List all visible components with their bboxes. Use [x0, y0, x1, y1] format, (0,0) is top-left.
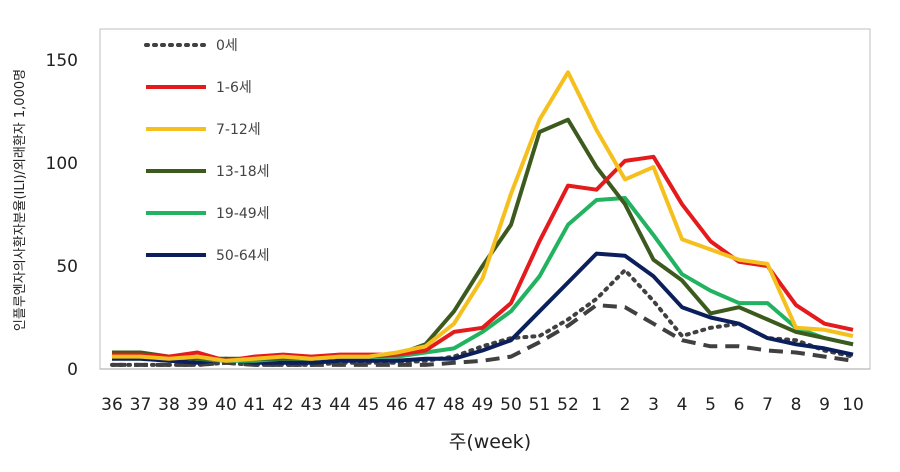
legend-entry-label: 19-49세	[216, 206, 270, 222]
y-tick-label: 50	[56, 257, 78, 277]
x-tick-label: 38	[158, 395, 180, 415]
x-tick-label: 43	[301, 395, 323, 415]
legend-entry-label: 7-12세	[216, 122, 261, 138]
x-tick-label: 5	[705, 395, 716, 415]
series-line-7-12세	[112, 70, 854, 363]
x-tick-label: 9	[819, 395, 830, 415]
legend-entry-label: 1-6세	[216, 80, 252, 96]
series-line-0세	[110, 268, 855, 367]
x-tick-label: 52	[557, 395, 579, 415]
x-tick-label: 46	[386, 395, 408, 415]
x-tick-label: 37	[130, 395, 152, 415]
x-tick-label: 1	[591, 395, 602, 415]
x-tick-label: 44	[329, 395, 351, 415]
x-tick-label: 4	[677, 395, 688, 415]
x-tick-label: 50	[500, 395, 522, 415]
x-axis-label: 주(week)	[449, 431, 531, 453]
x-tick-label: 6	[734, 395, 745, 415]
x-tick-label: 40	[215, 395, 237, 415]
x-tick-label: 51	[529, 395, 551, 415]
series-line-unlabeled-dashed	[112, 303, 854, 367]
x-tick-label: 48	[443, 395, 465, 415]
x-tick-label: 47	[415, 395, 437, 415]
legend-entry-label: 13-18세	[216, 164, 270, 180]
x-tick-label: 7	[762, 395, 773, 415]
x-tick-label: 2	[620, 395, 631, 415]
legend-entry-label: 50-64세	[216, 248, 270, 264]
x-tick-label: 41	[244, 395, 266, 415]
y-tick-label: 100	[46, 154, 78, 174]
x-tick-label: 8	[791, 395, 802, 415]
x-tick-label: 3	[648, 395, 659, 415]
y-tick-label: 0	[67, 360, 78, 380]
x-tick-label: 39	[187, 395, 209, 415]
x-tick-label: 45	[358, 395, 380, 415]
series-line-13-18세	[112, 117, 854, 361]
y-tick-label: 150	[46, 51, 78, 71]
y-axis-label: 인플루엔자의사환자분율(ILI)/외래환자 1,000명	[13, 69, 28, 331]
x-tick-label: 42	[272, 395, 294, 415]
legend-entry-label: 0세	[216, 38, 238, 54]
x-tick-label: 10	[842, 395, 864, 415]
x-tick-label: 36	[101, 395, 123, 415]
x-tick-label: 49	[472, 395, 494, 415]
